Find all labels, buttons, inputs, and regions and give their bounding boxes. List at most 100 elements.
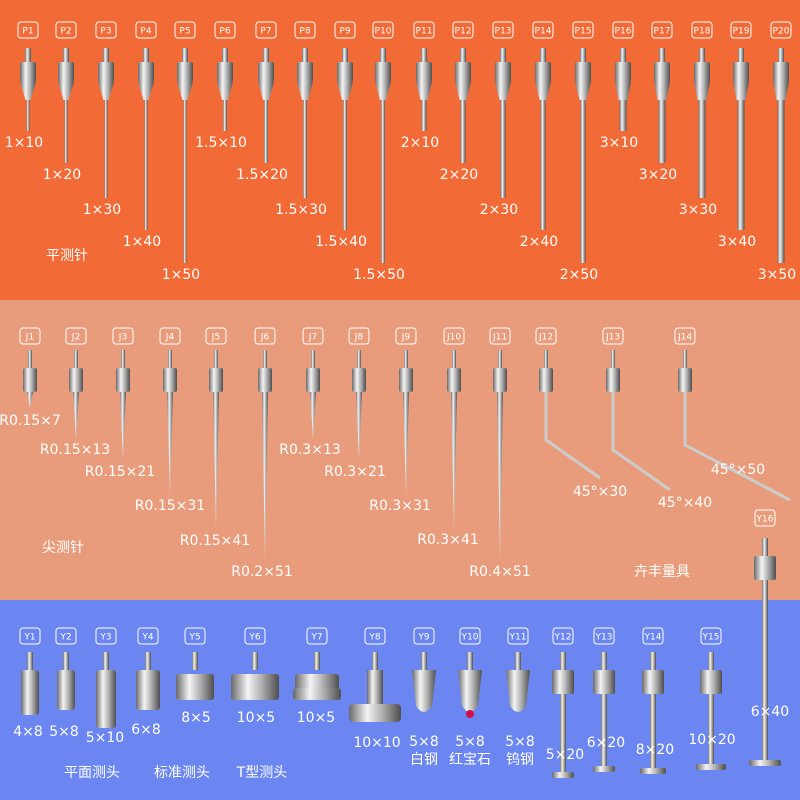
tag-box — [413, 21, 435, 39]
label: 5×20 — [546, 747, 584, 763]
material: 红宝石 — [449, 752, 491, 768]
collar — [678, 368, 692, 392]
cone — [455, 82, 471, 100]
needle — [73, 392, 79, 440]
cone — [258, 82, 274, 100]
tag: P4 — [140, 27, 151, 37]
thread — [778, 48, 784, 62]
thread — [372, 652, 378, 670]
collar — [20, 62, 36, 82]
thread — [74, 350, 78, 368]
collar — [615, 62, 631, 82]
stem — [367, 670, 383, 704]
shank — [777, 100, 785, 263]
tag-box — [372, 21, 394, 39]
thread — [421, 652, 427, 670]
tag-box — [65, 327, 87, 345]
label: 8×5 — [181, 710, 211, 726]
tag: Y5 — [188, 633, 200, 643]
tag-box — [302, 327, 324, 345]
collar — [535, 62, 551, 82]
collar — [552, 670, 574, 694]
thread — [63, 48, 69, 62]
label: 2×30 — [480, 202, 518, 218]
group-title: T型测头 — [236, 765, 288, 781]
collar — [258, 62, 274, 82]
shank — [698, 100, 706, 198]
disc — [552, 772, 574, 778]
thread — [103, 48, 109, 62]
label: R0.15×31 — [135, 498, 205, 514]
shank — [580, 100, 586, 263]
tag: J4 — [165, 333, 175, 343]
stem — [708, 694, 714, 764]
shank — [144, 100, 148, 230]
tag-box — [135, 21, 157, 39]
tag: P3 — [100, 27, 111, 37]
thread — [500, 48, 506, 62]
label: R0.4×51 — [469, 564, 531, 580]
label: 5×8 — [409, 734, 439, 750]
label: 10×20 — [688, 732, 735, 748]
tag: Y6 — [248, 633, 260, 643]
tag-box — [443, 327, 465, 345]
tag: J2 — [71, 333, 80, 343]
cone — [20, 82, 36, 100]
material: 白钢 — [410, 752, 438, 768]
tag-box — [294, 21, 316, 39]
collar — [493, 368, 507, 392]
thread — [168, 350, 172, 368]
cone — [773, 82, 789, 100]
tag: P8 — [299, 27, 310, 37]
tag-box — [205, 327, 227, 345]
tag: Y8 — [368, 633, 380, 643]
label: 6×40 — [751, 704, 789, 720]
thread — [222, 48, 228, 62]
tag-box — [492, 21, 514, 39]
collar — [593, 670, 615, 694]
shank — [303, 100, 307, 198]
tag: P5 — [179, 27, 190, 37]
cone — [506, 670, 530, 712]
label: 1×40 — [123, 234, 161, 250]
tag-box — [55, 627, 77, 645]
cone — [412, 670, 436, 712]
tag: J3 — [118, 333, 127, 343]
collar — [447, 368, 461, 392]
thread — [25, 48, 31, 62]
label: 45°×50 — [711, 462, 765, 478]
tag-box — [770, 21, 792, 39]
shank — [421, 100, 427, 131]
cone — [416, 82, 432, 100]
label: 3×50 — [758, 267, 796, 283]
tag-box — [754, 509, 776, 527]
shank — [500, 100, 506, 198]
thread — [121, 350, 125, 368]
thread — [214, 350, 218, 368]
label: 1×10 — [5, 135, 43, 151]
label: 3×30 — [679, 202, 717, 218]
body — [57, 670, 75, 710]
shank — [264, 100, 268, 163]
shank — [381, 100, 385, 263]
shank — [540, 100, 546, 230]
collar — [306, 368, 320, 392]
needle — [213, 392, 219, 530]
cone — [138, 82, 154, 100]
cone — [375, 82, 391, 100]
tag: P14 — [535, 27, 552, 37]
label: 2×40 — [520, 234, 558, 250]
tag: Y13 — [595, 633, 613, 643]
collar — [209, 368, 223, 392]
body — [96, 670, 116, 728]
tag: P16 — [615, 27, 632, 37]
collar — [642, 670, 664, 694]
tag: Y14 — [644, 633, 662, 643]
tag: P11 — [416, 27, 433, 37]
tag: P15 — [575, 27, 592, 37]
thread — [263, 48, 269, 62]
collar — [733, 62, 749, 82]
collar — [23, 368, 37, 392]
tag: J9 — [401, 333, 411, 343]
